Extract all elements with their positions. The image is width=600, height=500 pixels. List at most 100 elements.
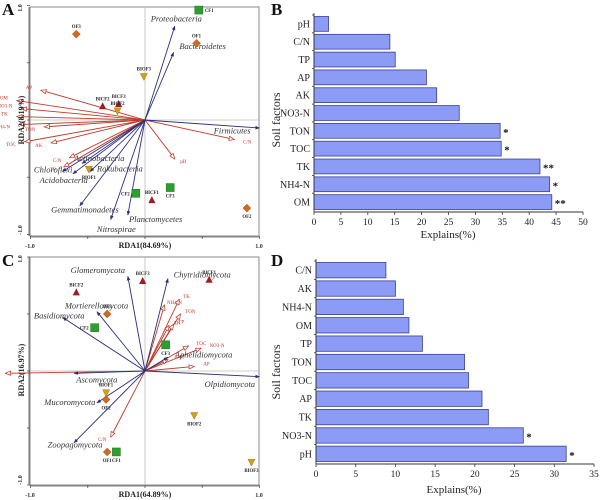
bar-category-label: AP xyxy=(297,73,310,84)
x-tick-label: 25 xyxy=(444,218,454,228)
env-arrow-label: AK xyxy=(173,321,181,326)
env-arrow xyxy=(41,90,146,121)
env-arrow-label: AK xyxy=(35,144,43,149)
bar xyxy=(313,33,391,50)
bar-b-axes: pH C/N TP AP AK NO3-N TON TOC TK NH4-N OM0 5 10 15 20 2… xyxy=(280,13,588,228)
env-arrow-label: TON xyxy=(185,310,196,315)
species-label: Acidobacteria xyxy=(39,175,88,185)
env-arrow-label: C/N xyxy=(243,140,252,145)
species-label: Mortierellomycota xyxy=(64,300,128,310)
species-label: Chytridiomycota xyxy=(174,270,231,280)
species-arrow xyxy=(73,370,146,444)
bar-category-label: AK xyxy=(298,284,313,295)
species-arrow xyxy=(126,119,146,216)
bar xyxy=(315,372,469,389)
species-label: Olpidiomycota xyxy=(205,379,256,389)
species-label: Nitrospirae xyxy=(96,224,136,234)
site-marker-triangle-up xyxy=(99,102,107,110)
env-arrow-label: NO3-N xyxy=(209,344,224,349)
bar-category-label: C/N xyxy=(295,266,312,277)
site-label: CF1 xyxy=(112,459,121,464)
site-label: CF2 xyxy=(80,327,89,332)
site-label: OF1 xyxy=(103,459,113,464)
env-arrow-label: TK xyxy=(183,295,190,300)
bar-d-ylabel: Soil factors xyxy=(269,344,283,399)
site-marker-diamond xyxy=(72,29,81,39)
species-arrow xyxy=(96,311,146,372)
bar xyxy=(313,69,427,86)
x-tick-label: 5 xyxy=(339,218,344,228)
site-marker-triangle-down xyxy=(113,107,122,116)
site-marker-triangle-up xyxy=(148,196,156,204)
site-label: BIOF1 xyxy=(82,176,97,181)
rda-a-xlabel: RDA1(84.69%) xyxy=(119,241,172,250)
site-marker-square xyxy=(90,323,99,332)
env-arrow-label: TOC xyxy=(6,143,17,148)
bar xyxy=(315,445,567,462)
site-label: BICF3 xyxy=(112,95,126,100)
bar-category-label: TK xyxy=(297,162,311,173)
species-arrow xyxy=(144,278,169,372)
env-arrow-label: NO3-N xyxy=(0,105,13,110)
x-tick-label: 5 xyxy=(353,470,358,480)
env-arrow xyxy=(17,117,146,121)
significance-marker: * xyxy=(553,180,559,192)
species-label: Proteobacteria xyxy=(150,14,202,24)
rda-a-xtick-max: 1.0 xyxy=(255,244,263,250)
env-arrow xyxy=(25,119,146,142)
env-arrow xyxy=(17,101,146,121)
bar-category-label: NH4-N xyxy=(280,180,310,191)
species-label: Basidiomycota xyxy=(34,311,85,321)
species-arrow xyxy=(81,119,146,164)
site-label: BICF3 xyxy=(136,272,150,277)
bar xyxy=(313,158,541,175)
site-label: BIOF2 xyxy=(187,422,202,427)
rda-c-ytick-max: 1.0 xyxy=(18,255,24,263)
x-tick-label: 40 xyxy=(524,218,534,228)
env-arrow xyxy=(19,119,146,125)
species-label: Chloroflexi xyxy=(34,165,73,175)
species-arrow xyxy=(144,52,175,121)
env-arrow xyxy=(144,119,234,139)
site-marker-triangle-up xyxy=(72,288,80,296)
bar xyxy=(313,194,553,210)
bar-category-label: TP xyxy=(298,55,310,66)
site-marker-square xyxy=(165,183,175,192)
env-arrow xyxy=(144,305,164,372)
species-label: Rokubacteria xyxy=(96,164,143,174)
species-label: Firmicutes xyxy=(213,126,252,136)
bar-category-label: NO3-N xyxy=(280,109,310,120)
bar-category-label: TOC xyxy=(290,144,310,155)
env-arrow xyxy=(69,119,146,158)
significance-marker: ** xyxy=(543,162,555,174)
site-label: OF1 xyxy=(192,34,202,39)
site-label: OF2 xyxy=(102,407,112,412)
x-tick-label: 0 xyxy=(314,470,319,480)
env-arrow xyxy=(144,366,194,372)
site-marker-diamond xyxy=(242,203,252,213)
rda-plot-a: AP OM NO3-N TK NH4-N TON TOC AK TP C/N pH C/N Prote… xyxy=(0,4,263,250)
bar-category-label: TON xyxy=(292,358,312,369)
env-arrow xyxy=(64,119,146,167)
site-label: CF2 xyxy=(121,192,130,197)
panel-letter-d: D xyxy=(271,251,283,270)
x-tick-label: 35 xyxy=(498,218,508,228)
bar-category-label: pH xyxy=(300,449,312,460)
rda-c-sites: CF1 CF2 CF3 OF1 OF2 OF3 BICF1 BICF2 BICF3 BIOF1 BI… xyxy=(69,271,259,474)
rda-a-ytick-max: 1.0 xyxy=(18,4,24,12)
bar-category-label: OM xyxy=(294,198,310,209)
bar xyxy=(315,427,524,444)
panel-letter-a: A xyxy=(2,0,15,19)
x-tick-label: 15 xyxy=(390,218,400,228)
bar xyxy=(313,16,329,32)
species-label: Zoopagomycota xyxy=(48,439,103,449)
site-label: OF2 xyxy=(242,215,252,220)
rda-c-xlabel: RDA1(64.89%) xyxy=(119,490,172,499)
bar-category-label: TON xyxy=(290,126,310,137)
bar-category-label: NH4-N xyxy=(282,302,312,313)
panel-letter-c: C xyxy=(2,251,14,270)
bar xyxy=(313,140,502,157)
species-arrow xyxy=(62,119,146,172)
